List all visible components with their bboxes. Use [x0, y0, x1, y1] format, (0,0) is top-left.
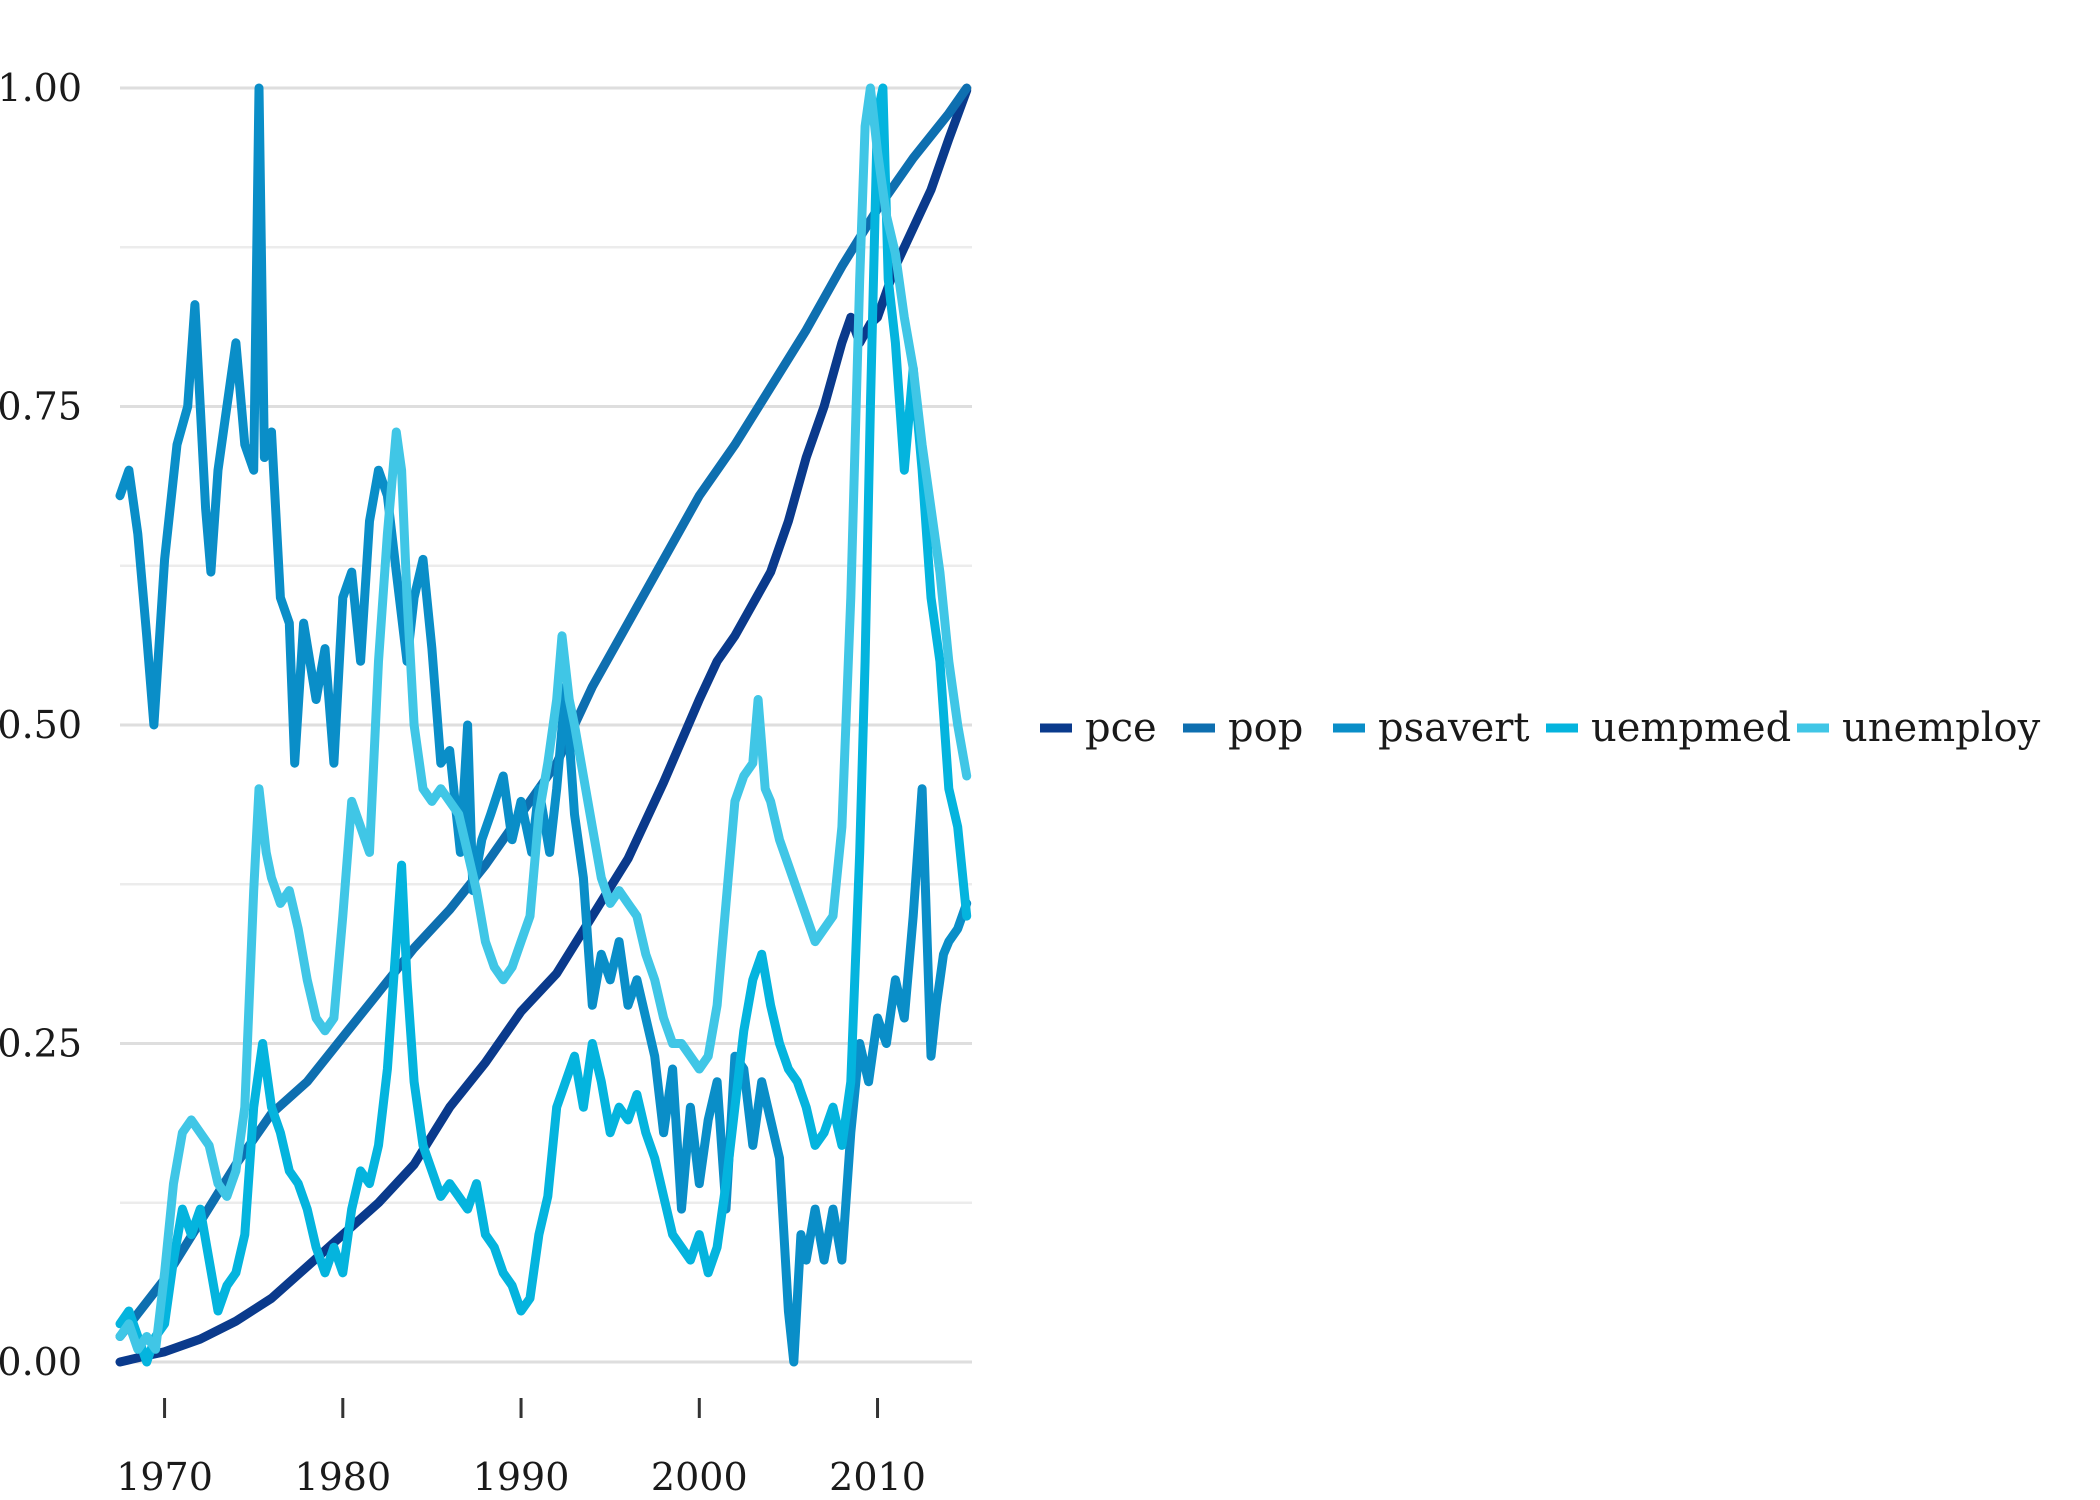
- legend-label-pop: pop: [1228, 705, 1303, 751]
- series-line-unemploy: [115, 83, 972, 1354]
- series-lines: [115, 83, 972, 1367]
- legend-label-unemploy: unemploy: [1842, 705, 2041, 751]
- legend: pce pop psavert uempmed unemploy: [1040, 705, 2041, 751]
- legend-label-uempmed: uempmed: [1591, 705, 1791, 751]
- y-axis: 0.00 0.25 0.50 0.75 1.00: [0, 66, 82, 1384]
- y-tick-label: 0.25: [0, 1022, 82, 1066]
- x-tick-label: 1970: [116, 1455, 213, 1499]
- series-line-psavert: [115, 83, 972, 1367]
- x-axis: 1970 1980 1990 2000 2010: [116, 1398, 926, 1499]
- x-tick-label: 2000: [651, 1455, 748, 1499]
- x-tick-label: 1980: [294, 1455, 391, 1499]
- legend-label-psavert: psavert: [1378, 705, 1529, 751]
- x-tick-label: 2010: [829, 1455, 926, 1499]
- series-line-uempmed: [115, 83, 972, 1367]
- y-tick-label: 0.75: [0, 385, 82, 429]
- y-tick-label: 0.00: [0, 1340, 82, 1384]
- y-tick-label: 1.00: [0, 66, 82, 110]
- y-tick-label: 0.50: [0, 703, 82, 747]
- x-tick-label: 1990: [473, 1455, 570, 1499]
- legend-label-pce: pce: [1085, 705, 1157, 751]
